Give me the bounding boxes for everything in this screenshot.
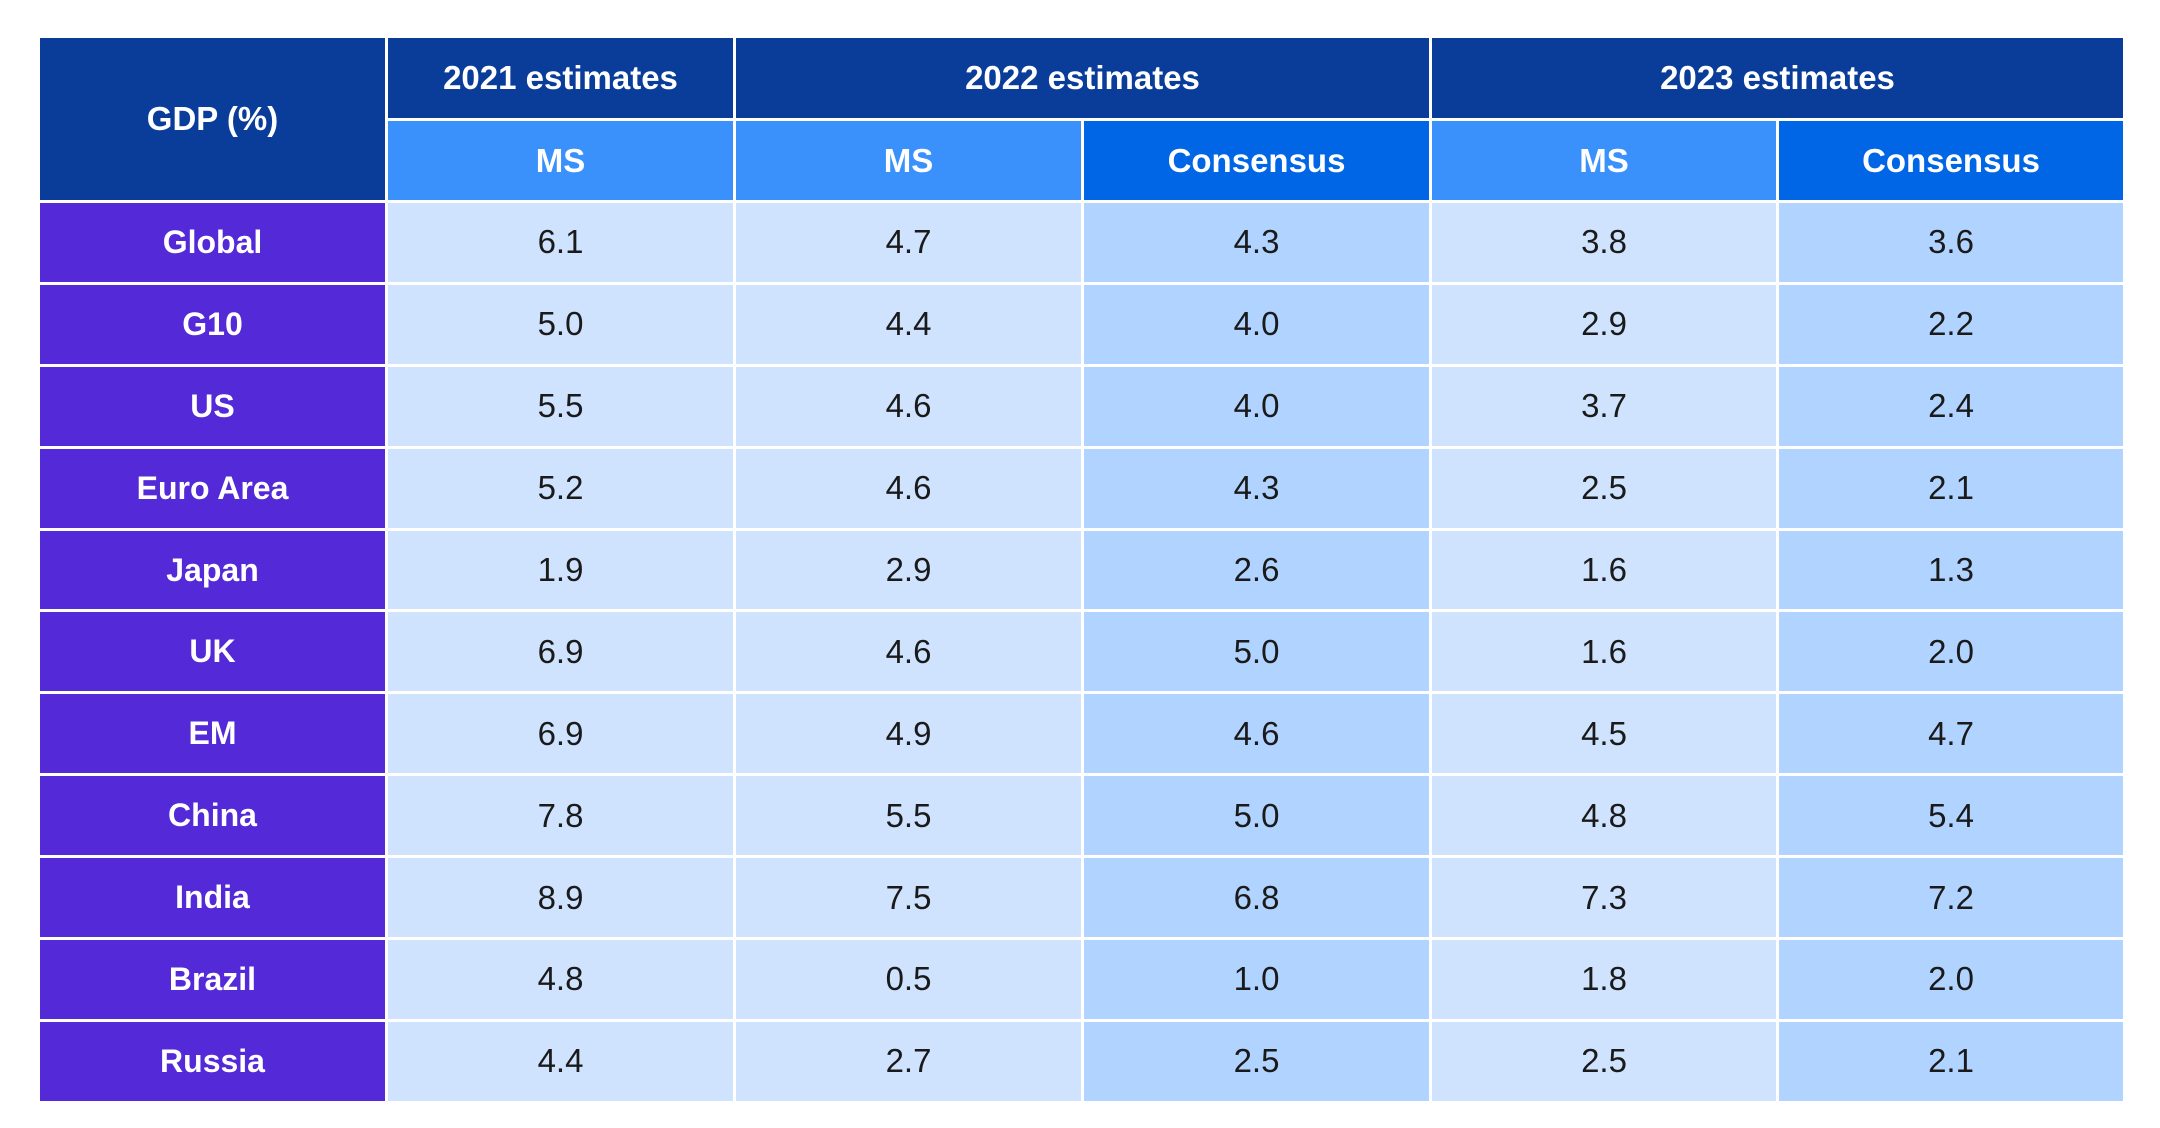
table-cell: 2.5 [1429, 445, 1779, 531]
table-cell: 2.5 [1429, 1018, 1779, 1104]
table-row: UK 6.9 4.6 5.0 1.6 2.0 [37, 609, 2126, 695]
table-cell: 4.8 [1429, 773, 1779, 859]
table-row: Brazil 4.8 0.5 1.0 1.8 2.0 [37, 937, 2126, 1022]
table-cell: 2.2 [1776, 281, 2126, 367]
table-cell: 3.6 [1776, 200, 2126, 285]
table-row: Japan 1.9 2.9 2.6 1.6 1.3 [37, 527, 2126, 613]
gdp-estimates-table: GDP (%) 2021 estimates 2022 estimates 20… [37, 35, 2126, 1104]
table-body: Global 6.1 4.7 4.3 3.8 3.6 G10 5.0 4.4 4.0 2.9 2.2 U… [37, 200, 2126, 1104]
corner-header-gdp: GDP (%) [37, 35, 388, 203]
table-cell: 2.9 [1429, 281, 1779, 367]
row-label: India [37, 855, 388, 941]
subheader-2023-consensus: Consensus [1776, 118, 2126, 203]
table-cell: 2.4 [1776, 363, 2126, 449]
table-cell: 6.9 [385, 609, 736, 695]
table-cell: 4.7 [1776, 691, 2126, 777]
table-cell: 1.8 [1429, 937, 1779, 1022]
table-cell: 1.9 [385, 527, 736, 613]
row-label: US [37, 363, 388, 449]
table-cell: 4.9 [733, 691, 1084, 777]
table-cell: 2.0 [1776, 609, 2126, 695]
table-cell: 4.6 [733, 445, 1084, 531]
table-cell: 4.6 [733, 363, 1084, 449]
row-label: EM [37, 691, 388, 777]
table-cell: 5.2 [385, 445, 736, 531]
table-cell: 2.1 [1776, 445, 2126, 531]
table-cell: 6.9 [385, 691, 736, 777]
subheader-2022-consensus: Consensus [1081, 118, 1432, 203]
row-label: G10 [37, 281, 388, 367]
table-cell: 4.4 [733, 281, 1084, 367]
subheader-2023-ms: MS [1429, 118, 1779, 203]
table-cell: 4.3 [1081, 200, 1432, 285]
table-cell: 6.1 [385, 200, 736, 285]
table-cell: 4.7 [733, 200, 1084, 285]
row-label: UK [37, 609, 388, 695]
table-cell: 0.5 [733, 937, 1084, 1022]
row-label: Global [37, 200, 388, 285]
row-label: China [37, 773, 388, 859]
table-cell: 7.2 [1776, 855, 2126, 941]
table-cell: 4.0 [1081, 363, 1432, 449]
table-cell: 5.5 [385, 363, 736, 449]
table-row: EM 6.9 4.9 4.6 4.5 4.7 [37, 691, 2126, 777]
table-cell: 4.0 [1081, 281, 1432, 367]
header-2021-estimates: 2021 estimates [385, 35, 736, 121]
table-row: China 7.8 5.5 5.0 4.8 5.4 [37, 773, 2126, 859]
table-cell: 5.0 [385, 281, 736, 367]
table-cell: 2.9 [733, 527, 1084, 613]
table-cell: 1.6 [1429, 609, 1779, 695]
table-cell: 7.3 [1429, 855, 1779, 941]
table-cell: 5.5 [733, 773, 1084, 859]
header-2023-estimates: 2023 estimates [1429, 35, 2126, 121]
table-row: Global 6.1 4.7 4.3 3.8 3.6 [37, 200, 2126, 285]
table-cell: 4.4 [385, 1018, 736, 1104]
table-cell: 2.1 [1776, 1018, 2126, 1104]
subheader-2021-ms: MS [385, 118, 736, 203]
subheader-2022-ms: MS [733, 118, 1084, 203]
table-cell: 1.6 [1429, 527, 1779, 613]
table-cell: 3.7 [1429, 363, 1779, 449]
row-label: Japan [37, 527, 388, 613]
table-cell: 2.0 [1776, 937, 2126, 1022]
table-cell: 2.6 [1081, 527, 1432, 613]
table-cell: 5.0 [1081, 609, 1432, 695]
table-cell: 5.0 [1081, 773, 1432, 859]
table-cell: 4.3 [1081, 445, 1432, 531]
table-row: Euro Area 5.2 4.6 4.3 2.5 2.1 [37, 445, 2126, 531]
row-label: Brazil [37, 937, 388, 1022]
header-2022-estimates: 2022 estimates [733, 35, 1432, 121]
table-cell: 4.6 [733, 609, 1084, 695]
table-cell: 2.5 [1081, 1018, 1432, 1104]
table-cell: 3.8 [1429, 200, 1779, 285]
table-cell: 1.3 [1776, 527, 2126, 613]
table-cell: 6.8 [1081, 855, 1432, 941]
table-cell: 4.6 [1081, 691, 1432, 777]
table-row: G10 5.0 4.4 4.0 2.9 2.2 [37, 281, 2126, 367]
table-cell: 2.7 [733, 1018, 1084, 1104]
table-cell: 4.8 [385, 937, 736, 1022]
row-label: Euro Area [37, 445, 388, 531]
table-row: Russia 4.4 2.7 2.5 2.5 2.1 [37, 1018, 2126, 1104]
table-cell: 5.4 [1776, 773, 2126, 859]
table-cell: 1.0 [1081, 937, 1432, 1022]
table-row: India 8.9 7.5 6.8 7.3 7.2 [37, 855, 2126, 941]
row-label: Russia [37, 1018, 388, 1104]
table-cell: 7.8 [385, 773, 736, 859]
table-cell: 7.5 [733, 855, 1084, 941]
table-row: US 5.5 4.6 4.0 3.7 2.4 [37, 363, 2126, 449]
table-cell: 8.9 [385, 855, 736, 941]
table-cell: 4.5 [1429, 691, 1779, 777]
